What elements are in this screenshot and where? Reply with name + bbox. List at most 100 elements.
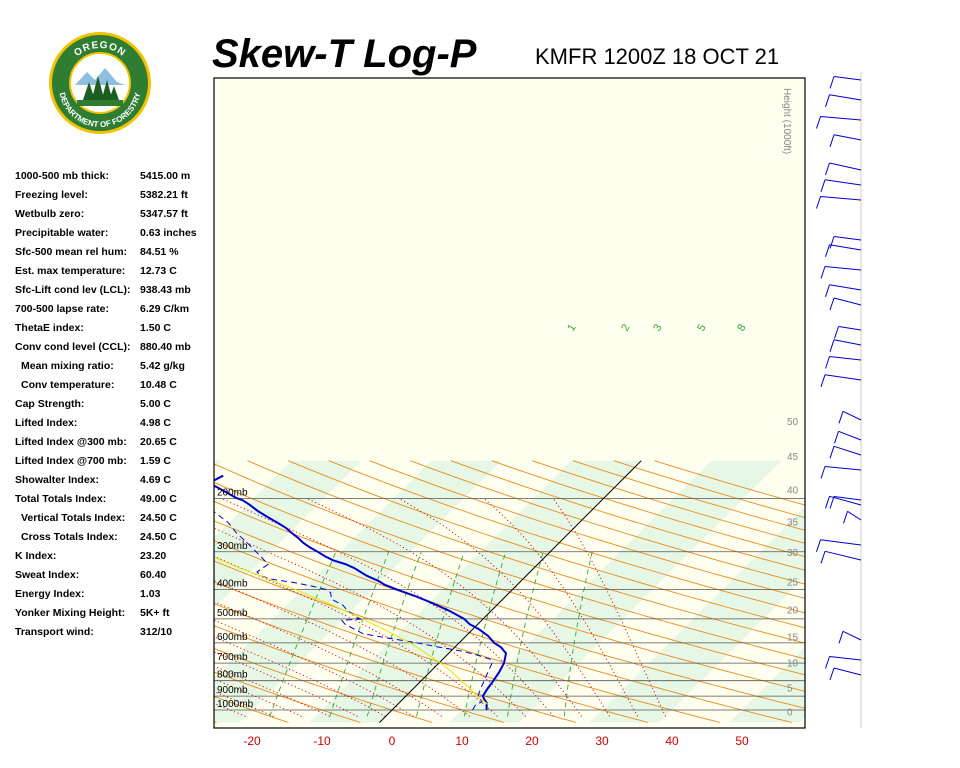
stat-row: Lifted Index @700 mb: 1.59 C xyxy=(15,453,215,472)
dry-adiabat xyxy=(214,721,217,723)
stat-value: 60.40 xyxy=(140,569,167,581)
moist-adiabat xyxy=(483,498,639,717)
stat-label: ThetaE index: xyxy=(15,322,84,334)
pressure-label: 1000mb xyxy=(217,699,254,710)
stat-row: Yonker Mixing Height: 5K+ ft xyxy=(15,605,215,624)
moist-adiabat xyxy=(214,601,442,717)
wind-barb xyxy=(820,266,862,279)
wind-barb xyxy=(825,495,862,509)
stat-value: 10.48 C xyxy=(140,379,177,391)
pressure-label: 800mb xyxy=(217,670,248,681)
wind-barb xyxy=(820,466,862,479)
wind-barb xyxy=(834,430,862,444)
wind-barb xyxy=(820,179,862,192)
mixing-ratio-label: 2 xyxy=(619,322,632,333)
x-tick-label: -10 xyxy=(313,734,331,748)
wind-barb xyxy=(825,244,862,257)
stat-row: Mean mixing ratio: 5.42 g/kg xyxy=(15,358,215,377)
dry-adiabat xyxy=(450,460,805,571)
stat-label: Cross Totals Index: xyxy=(21,531,118,543)
wind-barb xyxy=(816,196,862,209)
stat-value: 312/10 xyxy=(140,626,173,638)
mixing-ratio-label: 1 xyxy=(565,322,578,333)
mixing-ratio-line xyxy=(563,551,593,717)
temperature-band xyxy=(449,460,782,723)
dry-adiabat xyxy=(288,460,805,629)
parcel-path-line xyxy=(214,556,489,705)
temperature-profile-line xyxy=(214,474,508,711)
wind-barb xyxy=(820,550,862,564)
dry-adiabat xyxy=(214,581,649,723)
wind-barb xyxy=(838,630,862,644)
wind-barb xyxy=(825,356,862,369)
stat-row: Freezing level: 5382.21 ft xyxy=(15,187,215,206)
stat-value: 5K+ ft xyxy=(140,607,170,619)
height-axis-label: Height (1000ft) xyxy=(781,88,792,154)
height-tick-label: 25 xyxy=(787,577,799,588)
temperature-band xyxy=(214,460,222,469)
mixing-ratio-label: 8 xyxy=(735,322,748,333)
wind-barb xyxy=(838,410,862,424)
stat-value: 0.63 inches xyxy=(140,227,197,239)
stat-label: Sfc-500 mean rel hum: xyxy=(15,246,128,258)
stat-label: Wetbulb zero: xyxy=(15,208,85,220)
stat-row: Vertical Totals Index: 24.50 C xyxy=(15,510,215,529)
stat-value: 1.59 C xyxy=(140,455,171,467)
stat-row: Sfc-500 mean rel hum: 84.51 % xyxy=(15,244,215,263)
stat-row: Showalter Index: 4.69 C xyxy=(15,472,215,491)
x-tick-label: 40 xyxy=(665,734,679,748)
stat-label: Mean mixing ratio: xyxy=(21,360,114,372)
wind-barb xyxy=(829,667,862,681)
stat-label: Sweat Index: xyxy=(15,569,80,581)
pressure-label: 700mb xyxy=(217,652,248,663)
stat-label: Lifted Index @300 mb: xyxy=(15,436,127,448)
wind-barb xyxy=(829,339,862,352)
pressure-label: 200mb xyxy=(217,488,248,499)
wind-barb xyxy=(829,134,862,147)
wind-barb xyxy=(829,445,862,459)
stat-label: Conv temperature: xyxy=(21,379,115,391)
dry-adiabat xyxy=(214,481,805,676)
stat-value: 880.40 mb xyxy=(140,341,191,353)
stat-label: Precipitable water: xyxy=(15,227,109,239)
moist-adiabat xyxy=(214,555,498,717)
pressure-label: 300mb xyxy=(217,541,248,552)
stat-row: Sfc-Lift cond lev (LCL): 938.43 mb xyxy=(15,282,215,301)
stat-label: Total Totals Index: xyxy=(15,493,107,505)
x-tick-label: -20 xyxy=(243,734,261,748)
height-tick-label: 5 xyxy=(787,684,793,695)
height-tick-label: 40 xyxy=(787,486,799,497)
wind-barb xyxy=(834,326,862,339)
wind-barbs xyxy=(816,76,862,681)
freezing-isotherm xyxy=(379,460,642,723)
sounding-indices-panel: 1000-500 mb thick: 5415.00 m Freezing leve… xyxy=(15,168,215,643)
height-tick-label: 45 xyxy=(787,452,799,463)
stat-row: Lifted Index: 4.98 C xyxy=(15,415,215,434)
stat-label: Freezing level: xyxy=(15,189,88,201)
moist-adiabat xyxy=(398,498,610,717)
stat-row: Cross Totals Index: 24.50 C xyxy=(15,529,215,548)
stat-row: 1000-500 mb thick: 5415.00 m xyxy=(15,168,215,187)
wind-barb xyxy=(825,162,862,176)
dry-adiabat xyxy=(214,560,721,723)
dry-adiabat xyxy=(214,603,577,723)
stat-label: Est. max temperature: xyxy=(15,265,126,277)
height-tick-label: 20 xyxy=(787,606,799,617)
dry-adiabat xyxy=(214,696,289,723)
stat-value: 4.98 C xyxy=(140,417,171,429)
dry-adiabat xyxy=(214,625,505,723)
mixing-ratio-label: 3 xyxy=(651,322,664,333)
oregon-department-of-forestry-logo: OREGON DEPARTMENT OF FORESTRY xyxy=(49,32,151,134)
dry-adiabat xyxy=(491,460,805,558)
dry-adiabat xyxy=(214,520,805,709)
mixing-ratio-label: 5 xyxy=(695,322,708,333)
height-tick-label: 15 xyxy=(787,633,799,644)
stat-value: 23.20 xyxy=(140,550,167,562)
stat-label: Showalter Index: xyxy=(15,474,100,486)
dry-adiabat xyxy=(247,460,805,644)
stat-label: Lifted Index @700 mb: xyxy=(15,455,127,467)
wind-barb xyxy=(825,284,862,297)
pressure-label: 900mb xyxy=(217,685,248,696)
stat-label: Conv cond level (CCL): xyxy=(15,341,131,353)
